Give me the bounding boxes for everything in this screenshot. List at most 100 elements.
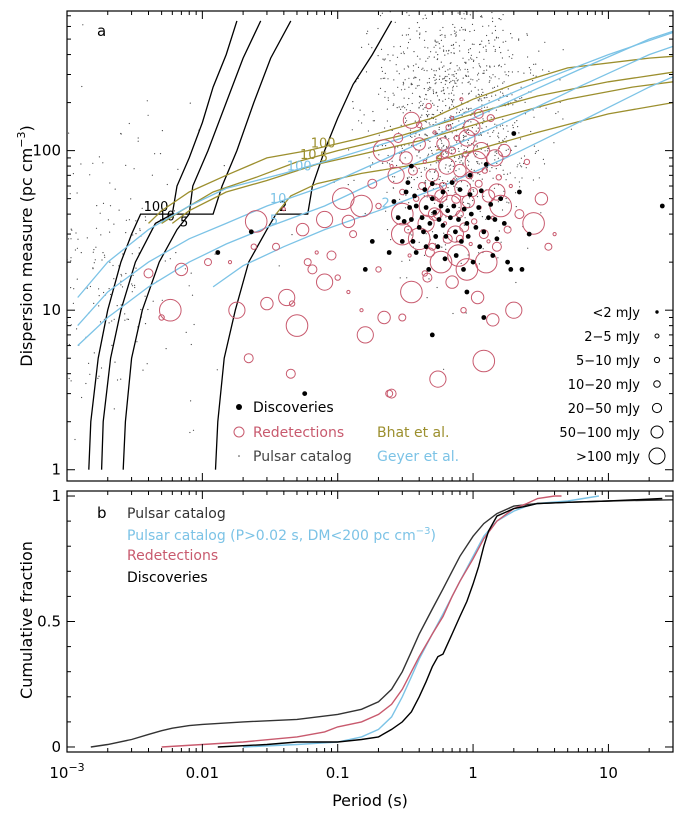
- catalog-dot: [425, 167, 428, 169]
- catalog-dot: [139, 229, 141, 232]
- catalog-dot: [416, 85, 418, 87]
- catalog-dot: [469, 204, 471, 206]
- catalog-dot: [451, 132, 453, 134]
- catalog-dot: [434, 39, 436, 41]
- catalog-dot: [502, 94, 504, 96]
- catalog-dot: [506, 201, 508, 203]
- catalog-dot: [504, 71, 506, 73]
- catalog-dot: [431, 231, 434, 233]
- catalog-dot: [445, 216, 447, 218]
- catalog-dot: [386, 191, 388, 193]
- catalog-dot: [444, 54, 446, 56]
- catalog-dot: [449, 168, 451, 170]
- catalog-dot: [420, 175, 422, 177]
- bhat-curve-100: [148, 55, 674, 224]
- catalog-dot: [438, 126, 440, 128]
- discovery-point: [386, 250, 392, 255]
- catalog-dot: [136, 341, 138, 343]
- catalog-dot: [442, 180, 444, 182]
- catalog-dot: [353, 179, 355, 181]
- catalog-dot: [450, 52, 452, 54]
- catalog-dot: [492, 131, 494, 133]
- catalog-dot: [533, 63, 535, 65]
- discovery-point: [362, 267, 368, 272]
- catalog-dot: [444, 167, 446, 169]
- catalog-dot: [493, 65, 495, 67]
- catalog-dot: [451, 152, 453, 154]
- catalog-dot: [426, 110, 429, 112]
- black-curve-label: 5: [180, 216, 188, 231]
- redetection-point: [508, 183, 513, 189]
- catalog-dot: [497, 257, 499, 259]
- catalog-dot: [98, 305, 100, 307]
- catalog-dot: [461, 17, 463, 19]
- catalog-dot: [415, 87, 417, 89]
- catalog-dot: [426, 135, 428, 137]
- catalog-dot: [520, 86, 522, 88]
- catalog-dot: [438, 99, 440, 101]
- catalog-dot: [473, 29, 475, 31]
- catalog-dot: [116, 305, 118, 307]
- redetection-point: [418, 182, 427, 190]
- catalog-dot: [409, 38, 411, 40]
- catalog-dot: [505, 149, 507, 151]
- catalog-dot: [442, 145, 444, 147]
- catalog-dot: [498, 99, 500, 101]
- redetection-point: [435, 154, 443, 162]
- catalog-dot: [538, 177, 540, 179]
- catalog-dot: [458, 206, 460, 209]
- catalog-dot: [493, 45, 495, 48]
- catalog-dot: [470, 54, 472, 56]
- catalog-dot: [477, 99, 479, 101]
- catalog-dot: [436, 132, 438, 134]
- catalog-dot: [442, 153, 444, 155]
- catalog-dot: [399, 45, 401, 48]
- catalog-dot: [418, 37, 421, 39]
- catalog-dot: [448, 230, 450, 232]
- catalog-dot: [433, 202, 436, 204]
- discovery-point: [498, 196, 504, 202]
- catalog-dot: [386, 229, 389, 231]
- redetection-point: [228, 301, 246, 319]
- redetection-point: [468, 187, 479, 197]
- discovery-point: [526, 231, 532, 237]
- discovery-point: [407, 205, 412, 210]
- discovery-point: [449, 180, 455, 186]
- redetection-point: [459, 222, 470, 233]
- catalog-dot: [472, 189, 474, 191]
- catalog-dot: [529, 72, 532, 74]
- catalog-dot: [542, 69, 544, 71]
- catalog-dot: [393, 46, 395, 48]
- catalog-dot: [502, 29, 504, 31]
- catalog-dot: [468, 161, 470, 163]
- catalog-dot: [393, 103, 395, 105]
- catalog-dot: [478, 134, 480, 136]
- redetection-point: [450, 116, 455, 121]
- catalog-dot: [408, 176, 410, 178]
- catalog-dot: [497, 37, 499, 39]
- catalog-dot: [488, 25, 490, 27]
- catalog-dot: [351, 129, 353, 131]
- redetection-point: [459, 97, 464, 102]
- catalog-dot: [440, 140, 442, 142]
- catalog-dot: [402, 51, 405, 53]
- y-tick-label: 10: [42, 301, 61, 319]
- redetection-point: [544, 242, 553, 251]
- catalog-dot: [512, 104, 514, 106]
- panel-a-label: a: [97, 22, 106, 40]
- redetection-point: [424, 247, 435, 258]
- catalog-dot: [447, 69, 449, 71]
- catalog-dot: [467, 159, 469, 161]
- catalog-dot: [451, 74, 453, 76]
- catalog-dot: [399, 198, 401, 200]
- catalog-dot: [413, 77, 415, 79]
- catalog-dot: [430, 51, 432, 53]
- catalog-dot: [500, 164, 502, 166]
- catalog-dot: [542, 158, 545, 160]
- catalog-dot: [562, 118, 564, 120]
- redetection-point: [407, 253, 412, 258]
- catalog-dot: [555, 112, 557, 115]
- catalog-dot: [442, 90, 444, 92]
- catalog-dot: [543, 163, 546, 165]
